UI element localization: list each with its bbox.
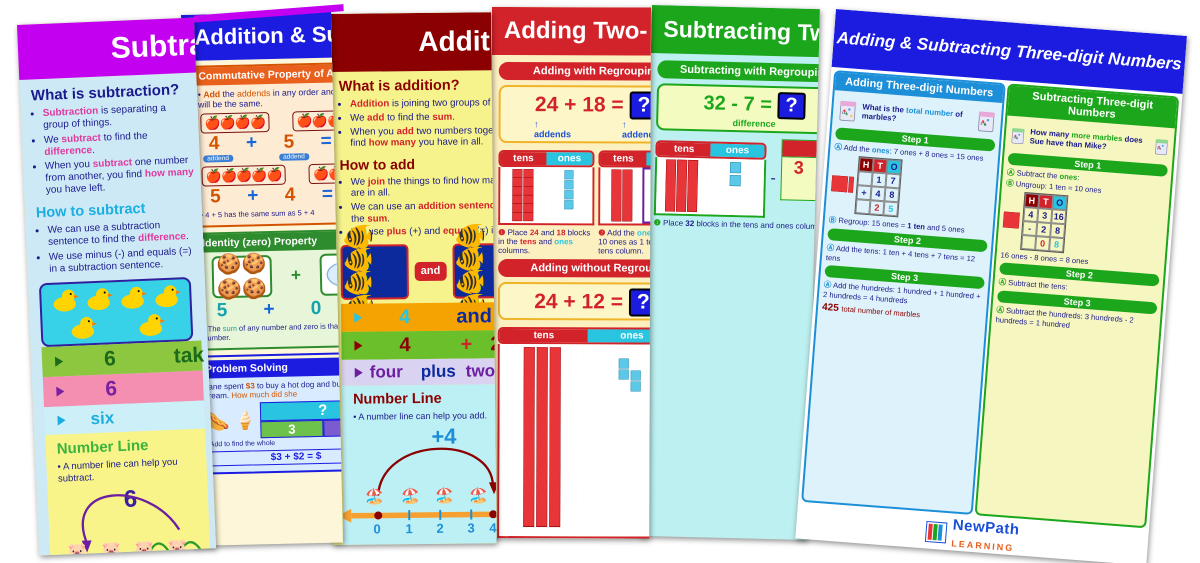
svg-text:3: 3 bbox=[467, 520, 474, 535]
svg-text:278: 278 bbox=[980, 121, 986, 125]
svg-text:🏖️: 🏖️ bbox=[365, 487, 384, 505]
svg-text:🏖️: 🏖️ bbox=[435, 487, 454, 505]
svg-text:🐷: 🐷 bbox=[68, 543, 87, 556]
svg-text:🐷: 🐷 bbox=[168, 538, 187, 555]
svg-text:0: 0 bbox=[373, 521, 380, 536]
svg-text:🐷: 🐷 bbox=[135, 540, 154, 556]
svg-text:🏖️: 🏖️ bbox=[401, 487, 420, 505]
svg-text:🏖️: 🏖️ bbox=[469, 486, 488, 504]
svg-text:4: 4 bbox=[489, 520, 496, 535]
svg-text:2: 2 bbox=[436, 521, 443, 536]
svg-text:1: 1 bbox=[405, 521, 412, 536]
svg-text:🐷: 🐷 bbox=[102, 541, 121, 555]
svg-text:147: 147 bbox=[842, 111, 848, 115]
